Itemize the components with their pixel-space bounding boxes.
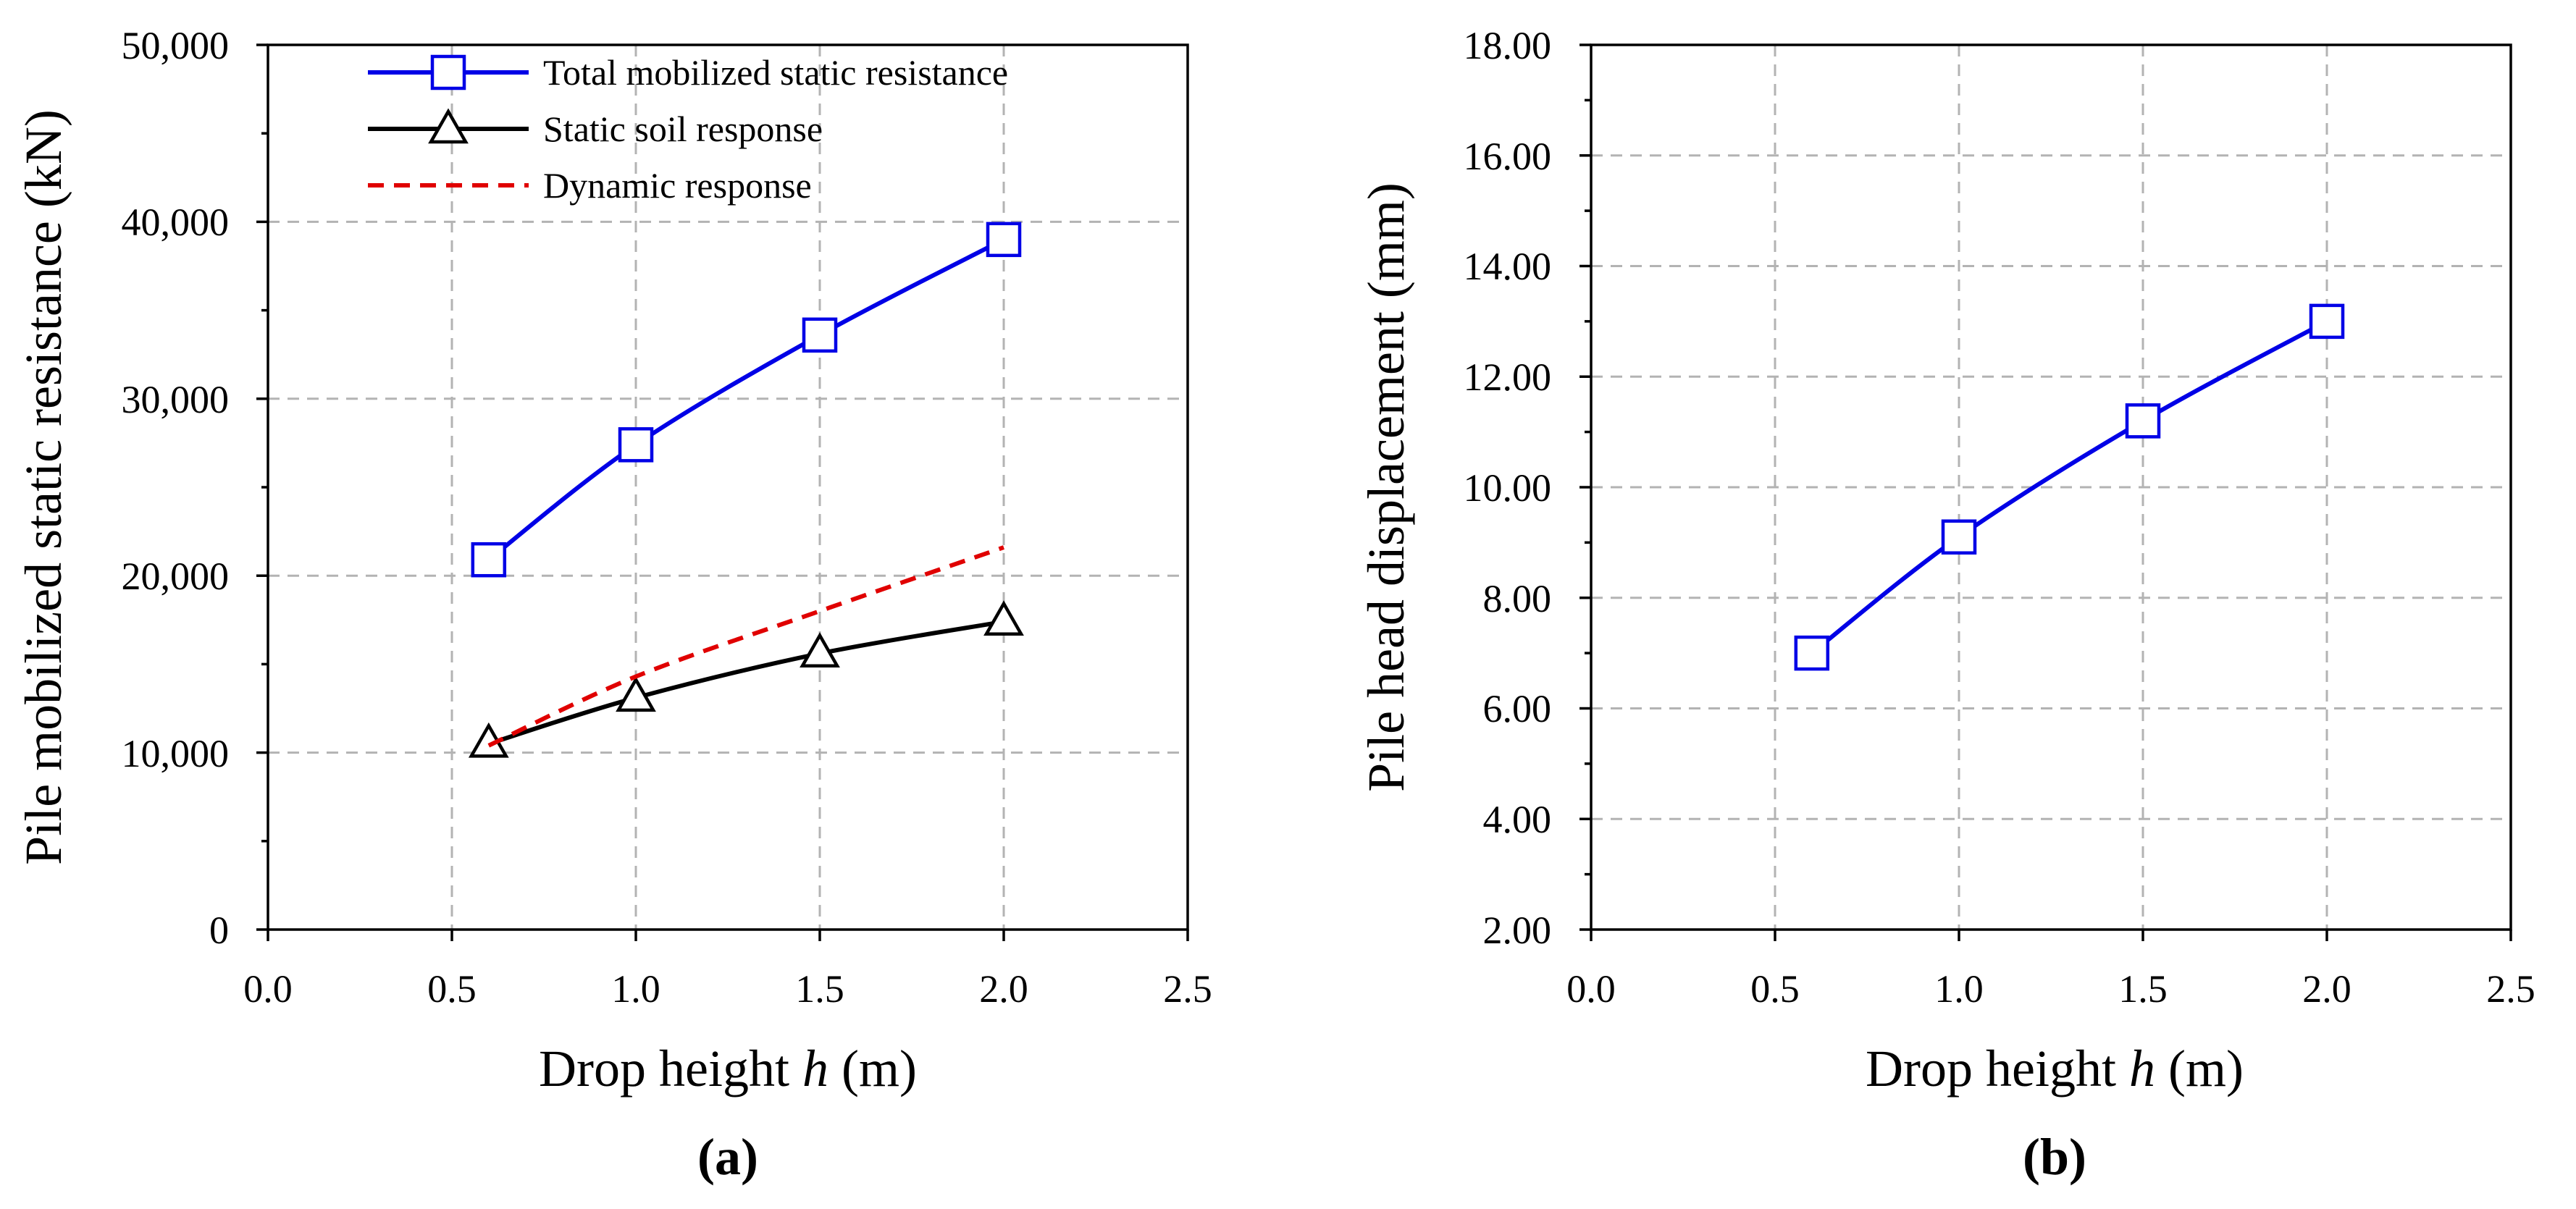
chart-b-point-pile-head-displacement — [1794, 635, 1830, 671]
chart-b-y-tick-label: 16.00 — [1464, 135, 1552, 178]
chart-a-x-axis-title: Drop height h (m) — [539, 1040, 917, 1098]
chart-b-y-tick-label: 14.00 — [1464, 245, 1552, 288]
chart-a-x-tick-label: 0.0 — [243, 967, 293, 1011]
chart-a-x-tick-label: 1.0 — [611, 967, 660, 1011]
legend-item-static-soil: Static soil response — [368, 108, 823, 149]
chart-b-point-pile-head-displacement — [1941, 519, 1977, 555]
chart-a-series — [468, 222, 1024, 758]
chart-b-x-tick-label: 2.0 — [2302, 967, 2351, 1011]
chart-a-point-total-mobilized-static-resistance — [618, 427, 654, 463]
chart-b-y-tick-label: 2.00 — [1483, 909, 1552, 952]
chart-a: 0.0 0.5 1.0 1.5 2.0 2.5 0 10,000 20,000 … — [14, 24, 1212, 1186]
chart-a-panel-letter: a — [715, 1128, 741, 1186]
chart-b-y-tick-label: 6.00 — [1483, 687, 1552, 730]
chart-b-panel-label: (b) — [2023, 1128, 2086, 1186]
chart-a-point-total-mobilized-static-resistance — [802, 317, 838, 353]
chart-b-x-axis-title-variable: h — [2129, 1040, 2155, 1098]
chart-a-x-axis-title-variable: h — [802, 1040, 828, 1098]
chart-a-x-tick-label: 0.5 — [427, 967, 477, 1011]
legend-item-total-mobilized: Total mobilized static resistance — [368, 52, 1008, 93]
chart-a-series-line-total-mobilized-static-resistance — [487, 237, 1005, 562]
chart-b-x-axis-title-unit: (m) — [2155, 1040, 2244, 1098]
chart-b-point-pile-head-displacement — [2309, 303, 2345, 340]
chart-b-x-axis-title-text: Drop height — [1866, 1040, 2129, 1098]
chart-b-y-tick-label: 12.00 — [1464, 355, 1552, 399]
chart-b-y-tick-labels: 2.00 4.00 6.00 8.00 10.00 12.00 14.00 16… — [1464, 24, 1552, 952]
chart-a-panel-label: (a) — [697, 1128, 758, 1186]
chart-b-y-tick-label: 4.00 — [1483, 798, 1552, 841]
chart-a-series-line-static-soil-response — [487, 619, 1004, 746]
chart-a-y-tick-label: 0 — [209, 909, 229, 952]
chart-a-y-tick-label: 30,000 — [122, 378, 230, 421]
chart-a-y-tick-label: 20,000 — [122, 555, 230, 598]
legend-marker-square — [430, 54, 466, 90]
chart-a-point-static-soil-response — [800, 632, 840, 667]
chart-b-y-tick-label: 10.00 — [1464, 466, 1552, 510]
chart-b-series-line-pile-head-displacement — [1810, 319, 2328, 655]
chart-b-x-axis-title: Drop height h (m) — [1866, 1040, 2244, 1098]
legend-marker-triangle — [428, 108, 469, 144]
chart-b-x-tick-label: 2.5 — [2486, 967, 2535, 1011]
chart-a-point-total-mobilized-static-resistance — [471, 542, 507, 578]
chart-a-series-line-dynamic-response — [487, 545, 1004, 748]
chart-a-y-axis-title: Pile mobilized static resistance (kN) — [14, 109, 72, 865]
legend-label-static-soil: Static soil response — [543, 109, 823, 149]
chart-a-x-tick-label: 2.5 — [1163, 967, 1212, 1011]
chart-b: 0.0 0.5 1.0 1.5 2.0 2.5 2.00 4.00 6.00 8… — [1357, 24, 2535, 1186]
chart-b-tick-marks — [1579, 43, 2512, 941]
chart-b-x-tick-label: 0.0 — [1566, 967, 1616, 1011]
chart-b-series — [1794, 303, 2345, 671]
legend-label-total-mobilized: Total mobilized static resistance — [543, 52, 1008, 93]
chart-a-x-tick-label: 1.5 — [795, 967, 844, 1011]
chart-b-x-tick-labels: 0.0 0.5 1.0 1.5 2.0 2.5 — [1566, 967, 2535, 1011]
chart-a-gridlines — [268, 45, 1188, 930]
legend-item-dynamic: Dynamic response — [368, 165, 812, 206]
chart-b-gridlines — [1591, 45, 2511, 930]
chart-a-y-tick-label: 40,000 — [122, 201, 230, 244]
chart-a-point-static-soil-response — [616, 676, 656, 712]
chart-a-x-axis-title-text: Drop height — [539, 1040, 802, 1098]
legend-label-dynamic: Dynamic response — [543, 165, 812, 206]
chart-b-x-tick-label: 1.5 — [2118, 967, 2168, 1011]
chart-b-x-tick-label: 1.0 — [1934, 967, 1984, 1011]
chart-a-x-axis-title-unit: (m) — [828, 1040, 917, 1098]
chart-b-y-tick-label: 18.00 — [1464, 24, 1552, 67]
chart-a-y-tick-labels: 0 10,000 20,000 30,000 40,000 50,000 — [122, 24, 230, 952]
chart-a-x-tick-label: 2.0 — [979, 967, 1028, 1011]
chart-b-x-tick-label: 0.5 — [1750, 967, 1800, 1011]
chart-a-legend: Total mobilized static resistance Static… — [368, 52, 1008, 206]
chart-b-panel-letter: b — [2040, 1128, 2069, 1186]
chart-a-point-static-soil-response — [983, 600, 1024, 636]
chart-a-y-tick-label: 50,000 — [122, 24, 230, 67]
chart-a-point-total-mobilized-static-resistance — [986, 222, 1022, 258]
chart-b-y-axis-title: Pile head displacement (mm) — [1357, 182, 1415, 792]
chart-a-x-tick-labels: 0.0 0.5 1.0 1.5 2.0 2.5 — [243, 967, 1212, 1011]
chart-b-point-pile-head-displacement — [2125, 403, 2161, 439]
chart-b-y-tick-label: 8.00 — [1483, 577, 1552, 620]
chart-a-y-tick-label: 10,000 — [122, 732, 230, 775]
chart-a-tick-marks — [256, 43, 1189, 941]
